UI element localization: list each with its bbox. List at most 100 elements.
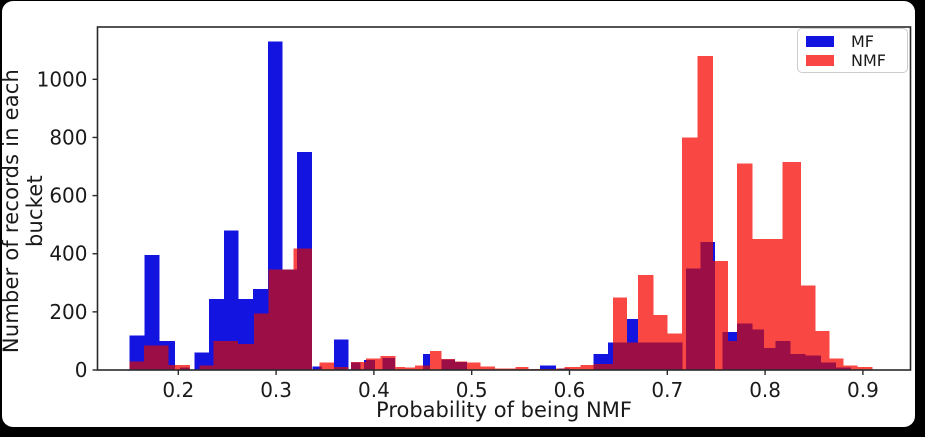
overlap-region — [805, 355, 816, 370]
overlap-region — [653, 342, 668, 370]
mf-bar — [144, 255, 160, 370]
overlap-region — [382, 357, 395, 370]
nmf-bar — [782, 161, 801, 370]
mf-bar — [422, 354, 431, 370]
overlap-region — [712, 260, 716, 370]
overlap-region — [159, 345, 169, 370]
overlap-region — [422, 365, 431, 370]
nmf-bar — [829, 358, 844, 370]
x-tick-label: 0.7 — [651, 378, 683, 402]
overlap-region — [268, 269, 283, 370]
axes-frame — [96, 26, 912, 371]
y-tick-label: 200 — [49, 300, 87, 324]
x-tick-label: 0.6 — [554, 378, 586, 402]
overlap-region — [685, 268, 698, 370]
overlap-region — [593, 364, 609, 370]
overlap-region — [637, 342, 654, 370]
overlap-region — [293, 269, 298, 370]
overlap-region — [297, 248, 312, 370]
mf-bar — [312, 366, 323, 370]
y-tick-label: 800 — [49, 125, 87, 149]
nmf-color-swatch-icon — [806, 55, 834, 66]
overlap-region — [558, 368, 565, 370]
overlap-region — [790, 354, 801, 370]
nmf-bar — [405, 367, 415, 370]
x-tick-label: 0.3 — [260, 378, 292, 402]
overlap-region — [722, 332, 728, 370]
overlap-region — [129, 361, 145, 370]
overlap-region — [319, 366, 323, 370]
legend-item-nmf: NMF — [806, 51, 899, 70]
overlap-region — [179, 367, 190, 370]
overlap-region — [333, 367, 349, 370]
nmf-bar — [414, 365, 423, 370]
x-tick-label: 0.9 — [847, 378, 879, 402]
overlap-region — [815, 355, 821, 370]
overlap-region — [564, 368, 570, 370]
overlap-region — [254, 313, 268, 370]
x-tick-label: 0.5 — [456, 378, 488, 402]
overlap-region — [737, 323, 753, 370]
nmf-bar — [168, 364, 191, 370]
legend-label-nmf: NMF — [851, 51, 886, 70]
overlap-region — [608, 364, 614, 370]
nmf-bar — [515, 367, 529, 370]
overlap-region — [238, 343, 254, 370]
overlap-region — [213, 340, 224, 370]
overlap-region — [829, 362, 837, 370]
y-tick-label: 400 — [49, 242, 87, 266]
overlap-region — [613, 342, 628, 370]
overlap-region — [700, 242, 713, 370]
legend: MF NMF — [797, 28, 908, 73]
overlap-region — [253, 343, 255, 370]
overlap-region — [144, 345, 160, 370]
nmf-bar — [737, 163, 753, 370]
mf-bar — [333, 339, 349, 370]
nmf-bar — [564, 367, 581, 370]
overlap-region — [209, 365, 214, 370]
x-tick-label: 0.4 — [358, 378, 390, 402]
overlap-region — [627, 342, 638, 370]
nmf-bar — [430, 351, 442, 370]
nmf-bar — [466, 362, 481, 370]
overlap-region — [697, 268, 701, 370]
y-tick-label: 600 — [49, 184, 87, 208]
overlap-region — [775, 340, 783, 370]
overlap-region — [782, 340, 791, 370]
mf-bar — [223, 230, 239, 370]
overlap-region — [764, 348, 776, 370]
overlap-region — [820, 362, 830, 370]
overlap-region — [223, 340, 238, 370]
mf-bar — [540, 365, 556, 370]
y-tick-label: 1000 — [37, 67, 88, 91]
x-axis-label: Probability of being NMF — [376, 398, 632, 422]
overlap-region — [455, 362, 467, 370]
overlap-region — [836, 367, 844, 370]
nmf-bar — [580, 364, 594, 370]
y-axis-label: Number of records in each bucket — [0, 68, 47, 354]
nmf-bar — [395, 367, 406, 370]
overlap-region — [800, 354, 806, 370]
nmf-bar — [495, 368, 516, 370]
overlap-region — [282, 269, 294, 370]
overlap-region — [199, 365, 210, 370]
legend-label-mf: MF — [851, 32, 875, 51]
mf-color-swatch-icon — [806, 36, 834, 47]
nmf-bar — [480, 366, 496, 370]
overlap-region — [752, 329, 765, 370]
nmf-bar — [857, 367, 873, 370]
x-tick-label: 0.2 — [162, 378, 194, 402]
overlap-region — [667, 342, 682, 370]
overlap-region — [843, 367, 852, 370]
overlap-region — [364, 361, 367, 370]
nmf-bar — [800, 285, 816, 370]
x-tick-label: 0.8 — [749, 378, 781, 402]
legend-item-mf: MF — [806, 32, 899, 51]
overlap-region — [727, 340, 738, 370]
overlap-region — [350, 362, 361, 370]
overlap-region — [366, 359, 375, 370]
y-tick-label: 0 — [75, 358, 88, 382]
overlap-region — [168, 364, 175, 370]
